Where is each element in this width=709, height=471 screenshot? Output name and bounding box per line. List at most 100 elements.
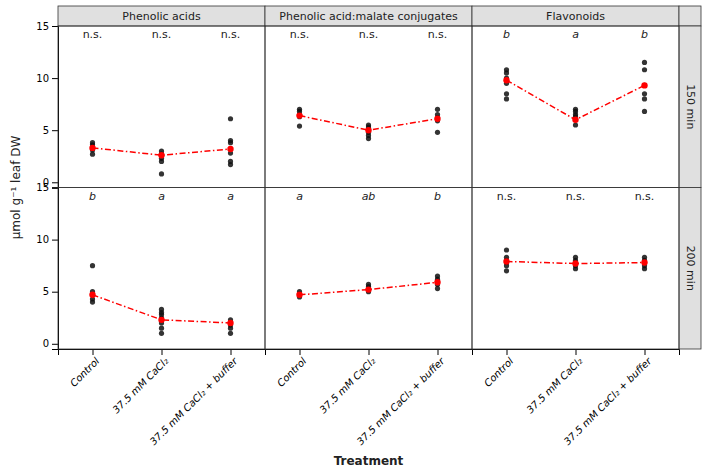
mean-line [507, 80, 645, 120]
significance-label: n.s. [428, 28, 448, 41]
tick-label: 37.5 mM CaCl₂ [524, 355, 584, 415]
dot [504, 268, 509, 273]
dot [228, 116, 233, 121]
mean-marker [365, 127, 371, 133]
dot [90, 140, 95, 145]
tick: 0 [43, 338, 58, 349]
dot [573, 117, 578, 122]
tick: 5 [43, 286, 58, 297]
significance-label: a [227, 190, 234, 203]
mean-marker [572, 260, 578, 266]
dot [90, 292, 95, 297]
tick-label: 37.5 mM CaCl₂ [317, 355, 377, 415]
dot [159, 326, 164, 331]
column-title: Phenolic acids [122, 10, 201, 23]
tick-mark [52, 240, 58, 241]
dot [642, 255, 647, 260]
panel: Control37.5 mM CaCl₂37.5 mM CaCl₂ + buff… [472, 188, 680, 448]
dot [573, 255, 578, 260]
panel: n.s.n.s.n.s. [265, 26, 472, 188]
panel: 051015n.s.n.s.n.s. [36, 21, 265, 188]
column-header [58, 6, 265, 26]
dot [642, 109, 647, 114]
dot [159, 171, 164, 176]
dot [366, 287, 371, 292]
tick-label: Control [68, 355, 102, 389]
tick-label: 5 [43, 125, 49, 136]
mean-marker [503, 77, 509, 83]
mean-marker [434, 116, 440, 122]
mean-marker [89, 292, 95, 298]
dot [642, 67, 647, 72]
tick: 10 [36, 73, 58, 84]
dot [642, 96, 647, 101]
significance-label: n.s. [566, 190, 586, 203]
panel: 0 5 10 15 Control37.5 mM CaCl₂37.5 mM CaCl₂ … [36, 182, 265, 447]
column-header [265, 6, 472, 26]
dot [90, 145, 95, 150]
tick: 37.5 mM CaCl₂ [317, 349, 377, 415]
column-header [472, 6, 679, 26]
data-layer [503, 60, 647, 128]
dot [504, 96, 509, 101]
axis-line [52, 27, 59, 189]
x-axis: Control37.5 mM CaCl₂37.5 mM CaCl₂ + buff… [266, 349, 473, 447]
tick-mark [52, 26, 58, 27]
dot [228, 331, 233, 336]
column-title: Phenolic acid:malate conjugates [279, 10, 458, 23]
tick-mark [93, 349, 94, 355]
data-layer [89, 263, 233, 336]
tick: 15 [36, 21, 58, 32]
row-title: 150 min [684, 84, 697, 129]
tick-label: 37.5 mM CaCl₂ + buffer [355, 355, 447, 447]
tick-mark [369, 349, 370, 355]
dot [573, 122, 578, 127]
tick-mark [52, 188, 58, 189]
tick: 37.5 mM CaCl₂ + buffer [148, 349, 240, 447]
dot [297, 292, 302, 297]
dot [297, 107, 302, 112]
tick-mark [576, 349, 577, 355]
row-strip [679, 188, 701, 350]
dot [366, 122, 371, 127]
tick-label: 0 [43, 338, 49, 349]
dot [159, 307, 164, 312]
dot [573, 107, 578, 112]
dot [642, 91, 647, 96]
tick: 5 [43, 125, 58, 136]
dot [435, 273, 440, 278]
significance-label: b [89, 190, 96, 203]
panel-frame [58, 188, 265, 350]
tick-label: 10 [36, 73, 49, 84]
tick-mark [52, 130, 58, 131]
chart: Phenolic acids Phenolic acid:malate conju… [0, 0, 709, 471]
dot [504, 67, 509, 72]
mean-marker [89, 145, 95, 151]
tick-label: 10 [36, 234, 49, 245]
axis-line [473, 350, 680, 356]
mean-marker [365, 286, 371, 292]
tick-mark [231, 349, 232, 355]
x-axis: Control37.5 mM CaCl₂37.5 mM CaCl₂ + buff… [59, 349, 266, 447]
significance-label: a [296, 190, 303, 203]
dot [642, 260, 647, 265]
x-axis-title: Treatment [334, 454, 404, 468]
tick-mark [300, 349, 301, 355]
mean-marker [158, 152, 164, 158]
panel: bab [472, 26, 679, 188]
mean-marker [503, 258, 509, 264]
dot [435, 130, 440, 135]
significance-label: n.s. [635, 190, 655, 203]
dot [366, 282, 371, 287]
mean-marker [434, 279, 440, 285]
tick-label: 37.5 mM CaCl₂ + buffer [562, 355, 654, 447]
dot [297, 123, 302, 128]
mean-marker [158, 317, 164, 323]
dot [504, 91, 509, 96]
tick-mark [52, 182, 58, 183]
dot [642, 60, 647, 65]
axis-line [52, 188, 59, 350]
mean-marker [296, 112, 302, 118]
tick-label: 15 [36, 182, 49, 193]
dot [228, 138, 233, 143]
